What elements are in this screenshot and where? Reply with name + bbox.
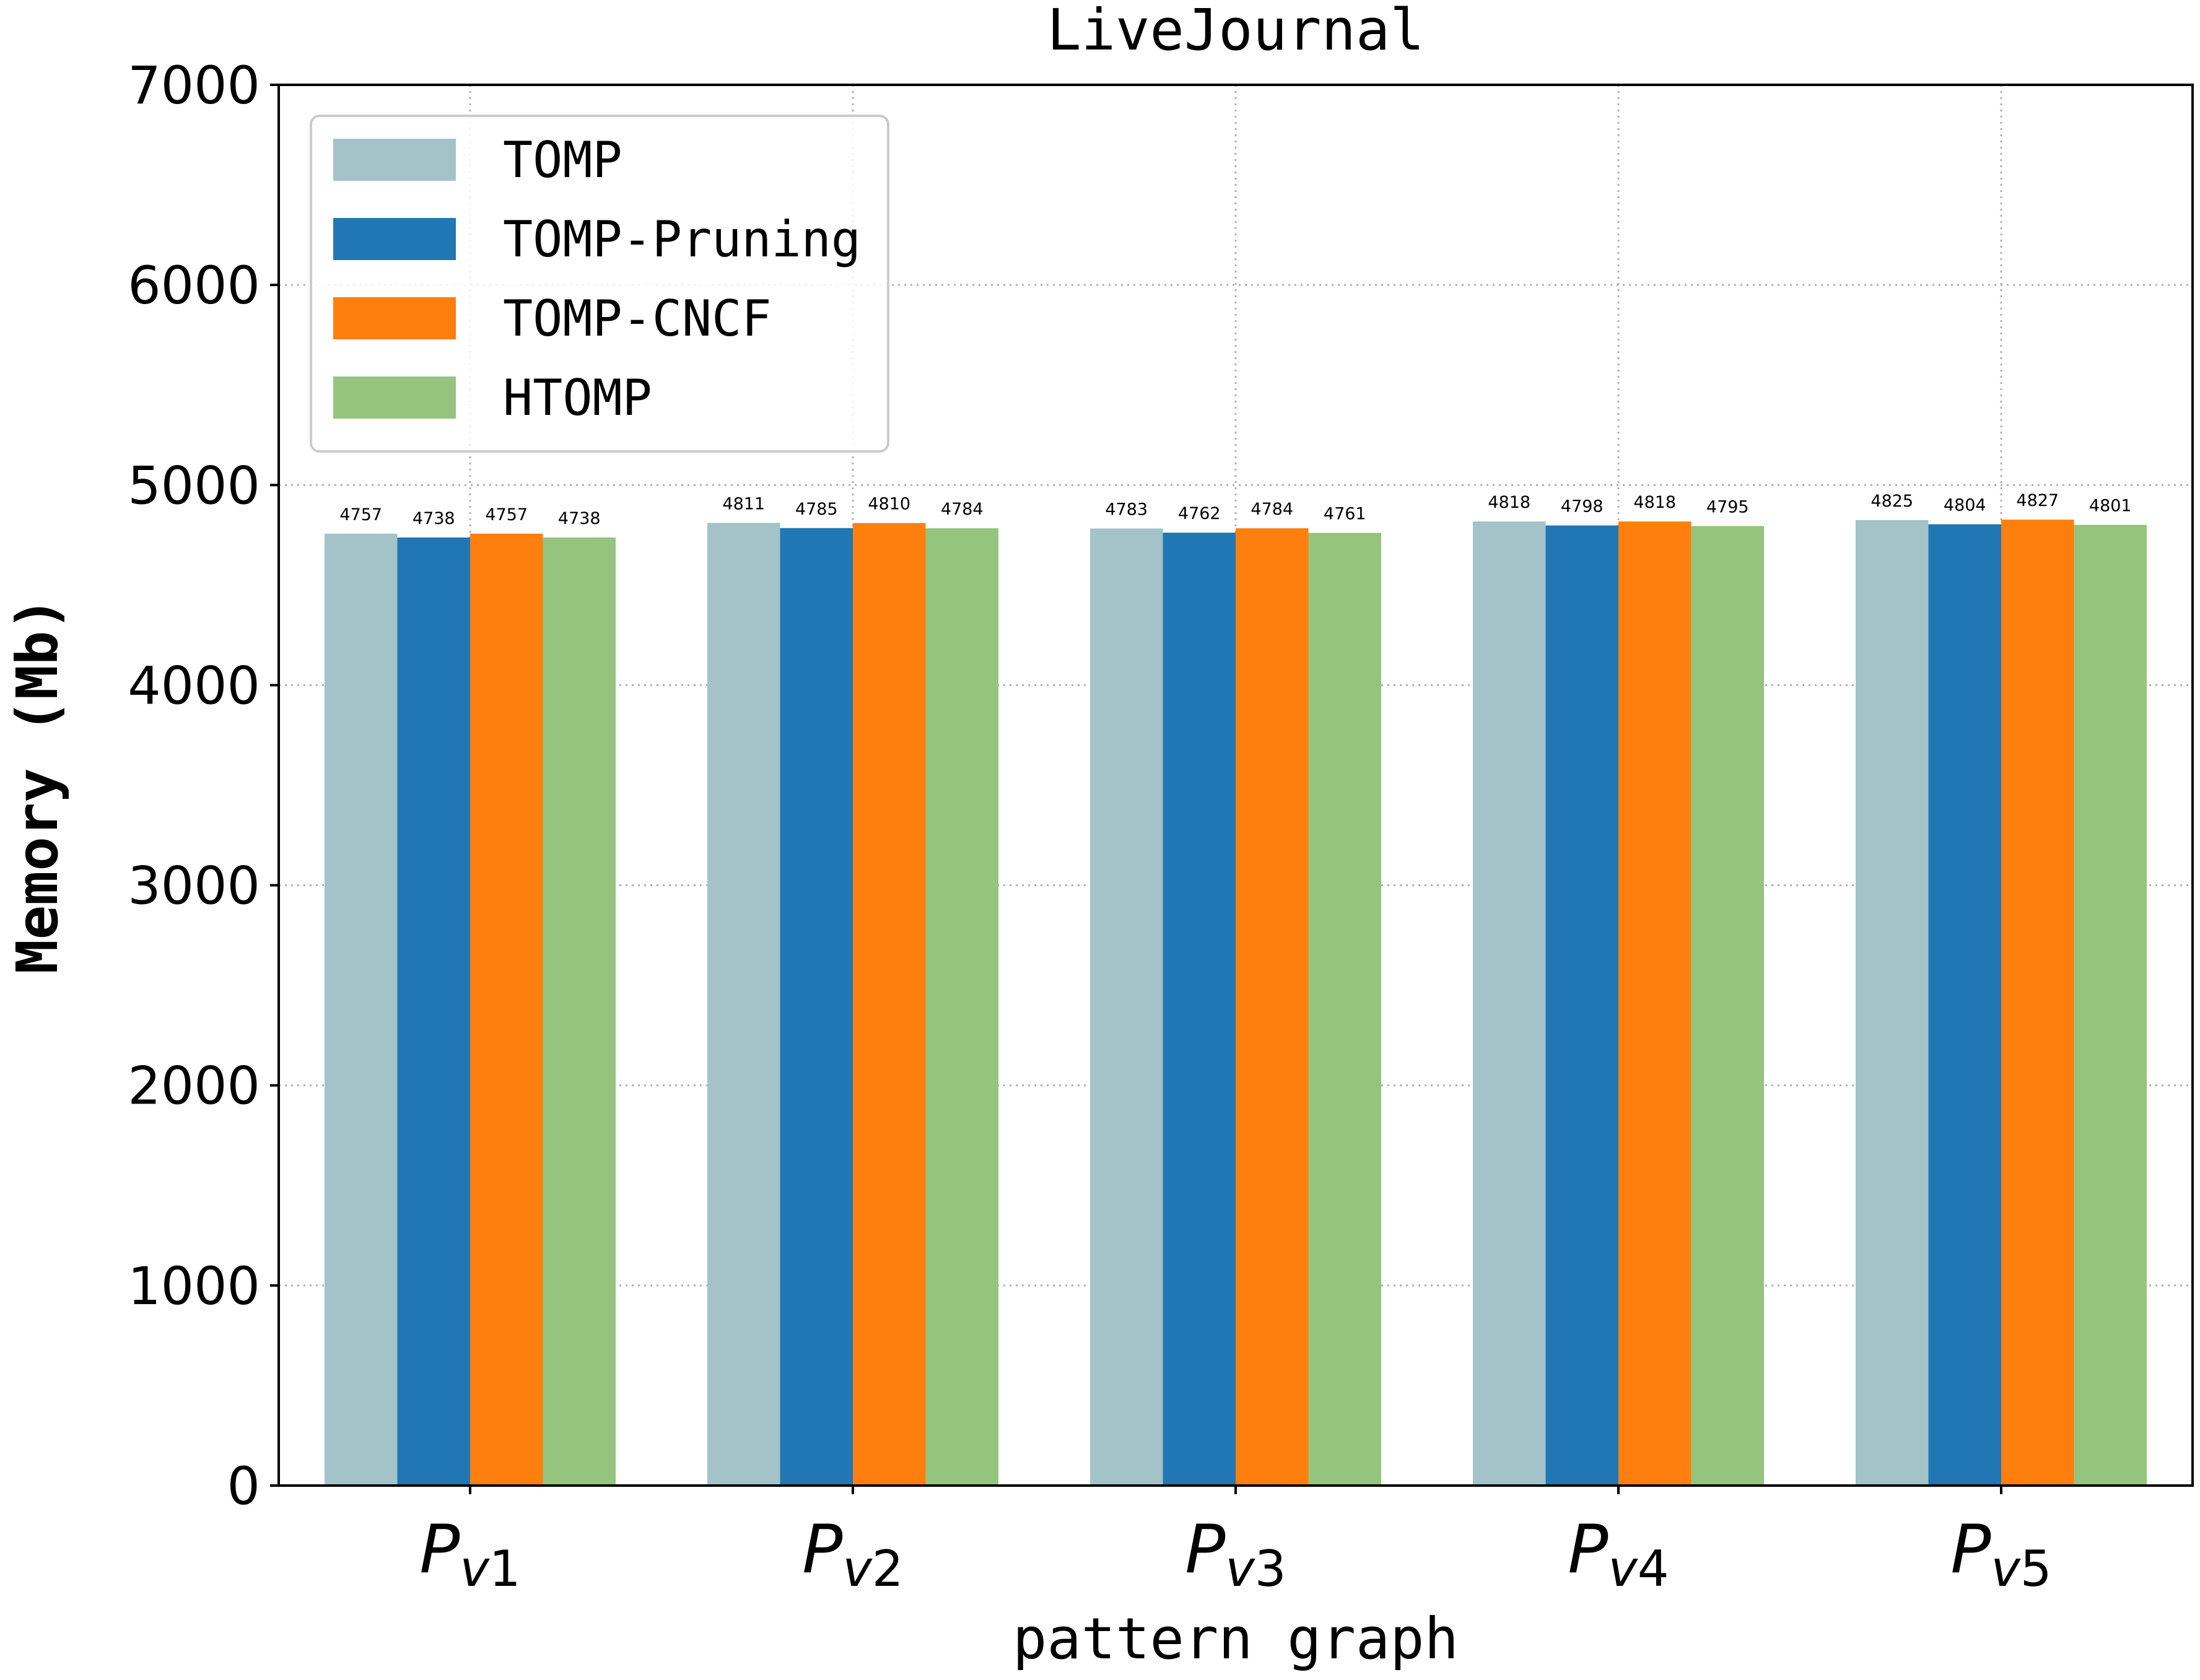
y-axis: 0 1000 2000 3000 4000 5000 6000 7000: [128, 55, 279, 1517]
bar-value-label: 4784: [941, 500, 984, 519]
legend-swatch: [333, 376, 456, 419]
bar-value-label: 4785: [795, 500, 838, 519]
bar: [780, 528, 853, 1486]
y-tick-label: 7000: [128, 55, 260, 116]
bar-value-label: 4762: [1178, 504, 1221, 523]
y-tick-label: 5000: [128, 455, 260, 516]
legend-label: TOMP: [503, 131, 622, 189]
bar: [707, 523, 780, 1486]
y-tick-label: 2000: [128, 1056, 260, 1116]
legend-label: TOMP-CNCF: [503, 290, 771, 347]
bar: [853, 523, 926, 1486]
x-axis-label: pattern graph: [1013, 1606, 1459, 1672]
bar: [1308, 533, 1381, 1486]
legend-swatch: [333, 218, 456, 260]
bar-value-label: 4784: [1251, 500, 1293, 519]
x-tick-label: Pv5: [1950, 1511, 2051, 1598]
y-tick-label: 3000: [128, 856, 260, 916]
bar-value-label: 4827: [2016, 491, 2059, 510]
y-tick-label: 6000: [128, 255, 260, 316]
y-tick-label: 1000: [128, 1256, 260, 1317]
bar-value-label: 4761: [1324, 505, 1366, 524]
bar: [2074, 524, 2147, 1486]
bar: [1928, 524, 2001, 1486]
legend-label: TOMP-Pruning: [503, 211, 861, 268]
bar-value-label: 4825: [1870, 492, 1913, 511]
chart-title: LiveJournal: [1047, 0, 1424, 63]
bar: [1473, 521, 1546, 1486]
legend-swatch: [333, 139, 456, 181]
bar-value-label: 4757: [339, 505, 382, 524]
bar-value-label: 4757: [485, 505, 528, 524]
bar-value-label: 4738: [412, 509, 455, 528]
bar-value-label: 4811: [722, 494, 765, 513]
bar: [1545, 525, 1618, 1486]
x-tick-label: Pv4: [1568, 1511, 1669, 1598]
bars: [325, 520, 2147, 1486]
x-tick-label: Pv1: [419, 1511, 520, 1598]
bar-value-label: 4801: [2089, 497, 2132, 516]
bar: [1856, 520, 1929, 1486]
bar-value-label: 4783: [1105, 500, 1148, 519]
bar-value-labels: 4757 4811 4783 4818 4825 4738 4785 4762 4798 4804…: [339, 491, 2131, 528]
bar-value-label: 4818: [1488, 493, 1530, 512]
bar-value-label: 4810: [868, 495, 910, 514]
y-tick-label: 4000: [128, 655, 260, 716]
x-tick-label: Pv2: [802, 1511, 903, 1598]
bar-value-label: 4738: [558, 509, 601, 528]
bar: [397, 537, 470, 1486]
legend: TOMP TOMP-Pruning TOMP-CNCF HTOMP: [310, 115, 889, 453]
bar: [1163, 533, 1236, 1486]
legend-swatch: [333, 297, 456, 339]
bar: [543, 537, 616, 1486]
bar-value-label: 4804: [1944, 496, 1986, 515]
bar: [2001, 520, 2074, 1486]
legend-label: HTOMP: [503, 369, 652, 427]
bar: [470, 533, 543, 1486]
x-tick-label: Pv3: [1185, 1511, 1286, 1598]
bar: [1691, 526, 1764, 1486]
x-axis: Pv1 Pv2 Pv3 Pv4 Pv5: [419, 1486, 2052, 1598]
bar: [1090, 528, 1163, 1486]
bar: [925, 528, 998, 1486]
bar: [325, 533, 398, 1486]
bar: [1236, 528, 1309, 1486]
bar-value-label: 4818: [1633, 493, 1676, 512]
bar: [1618, 521, 1691, 1486]
legend-frame: [310, 115, 889, 453]
bar-value-label: 4798: [1561, 497, 1604, 516]
y-tick-label: 0: [227, 1456, 260, 1517]
y-axis-label: Memory (Mb): [4, 596, 71, 973]
bar-value-label: 4795: [1706, 498, 1749, 517]
